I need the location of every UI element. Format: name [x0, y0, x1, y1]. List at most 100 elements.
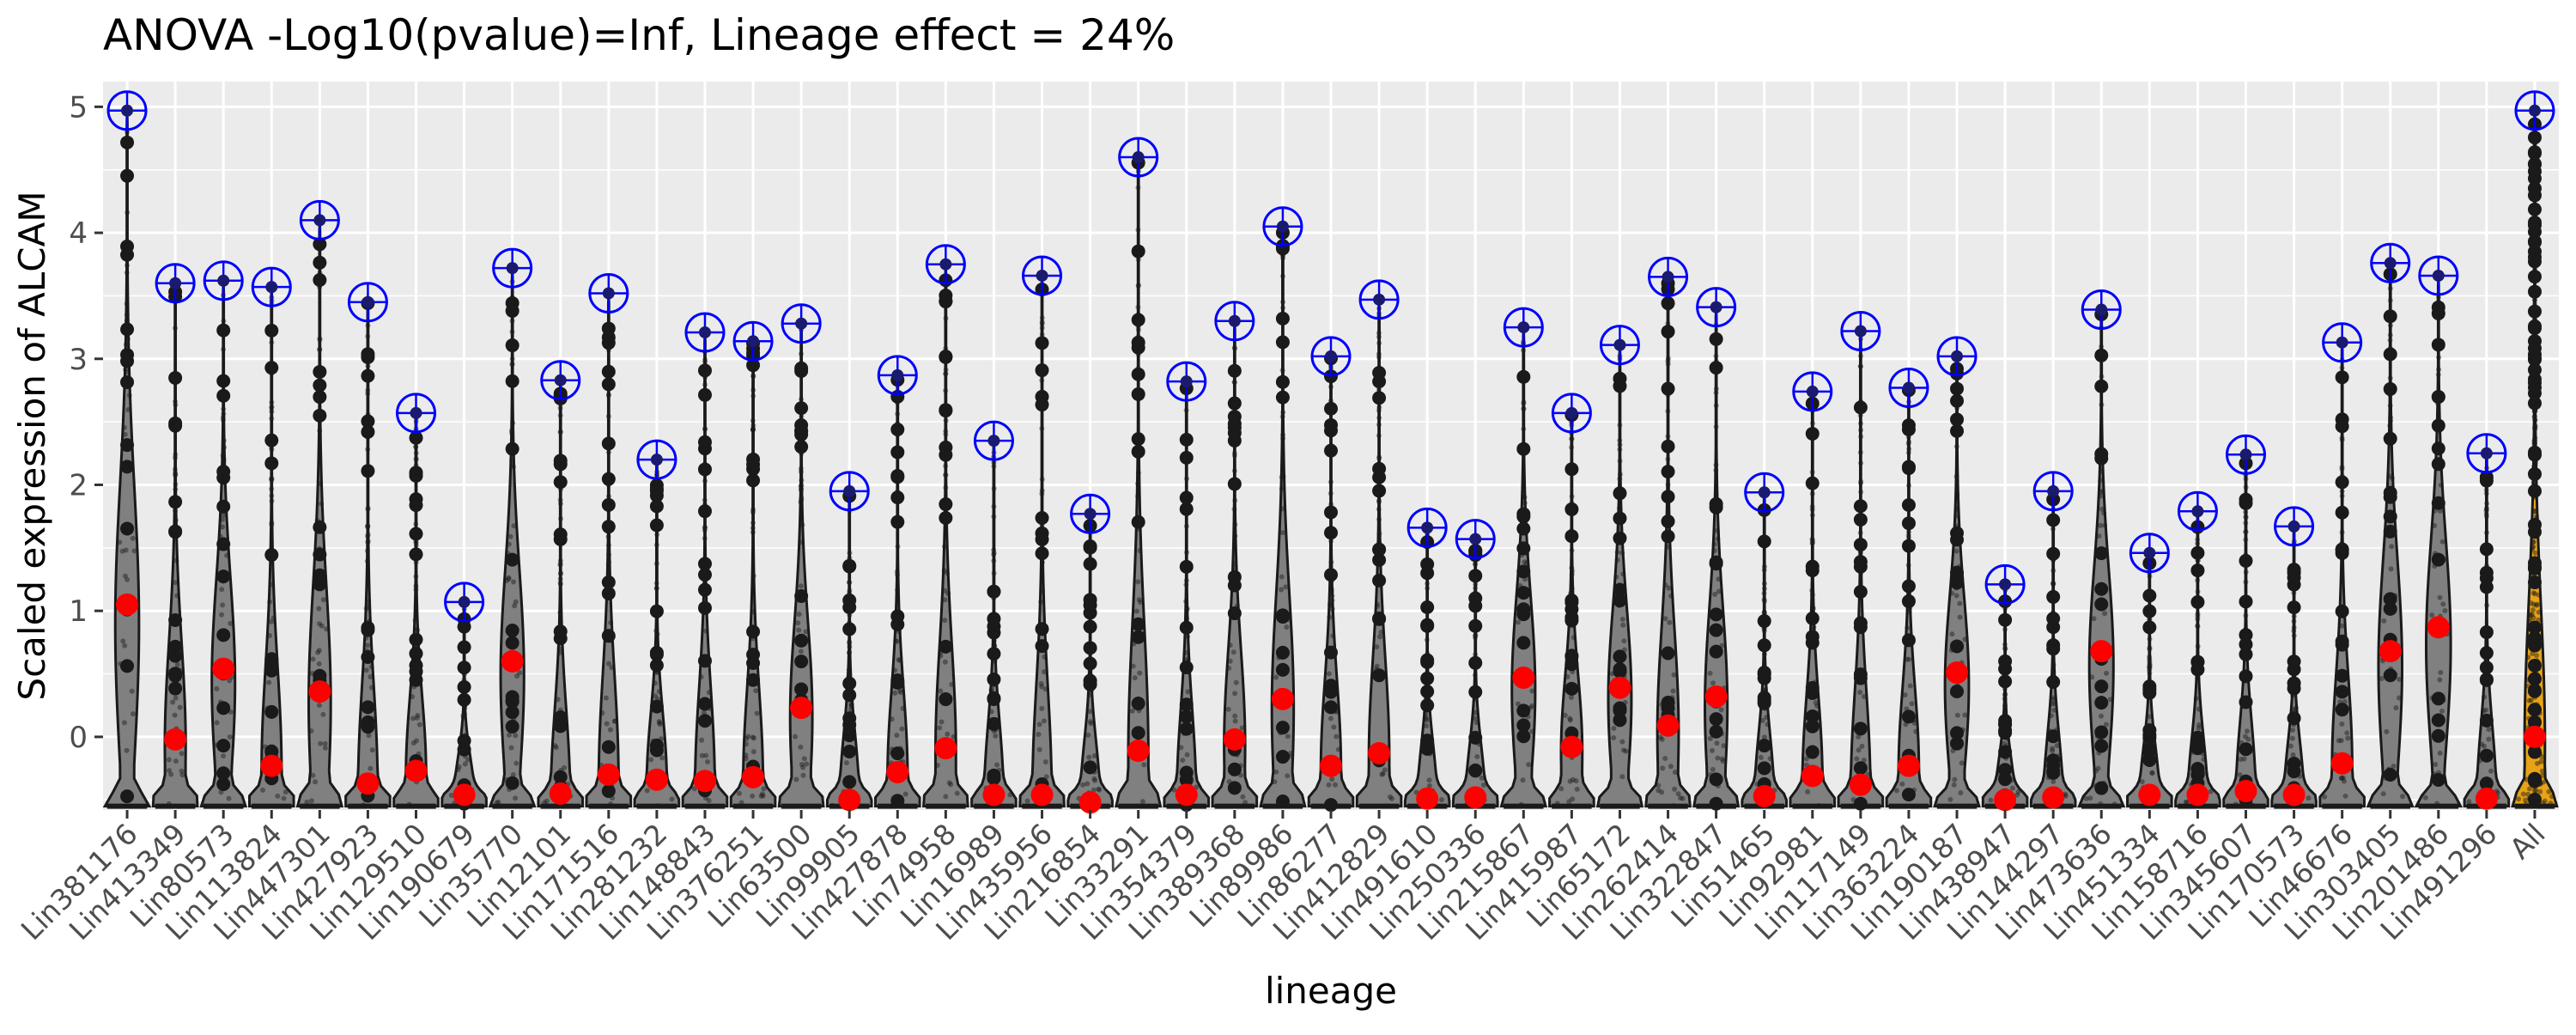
- data-point: [269, 478, 275, 484]
- data-point: [413, 457, 419, 463]
- data-point: [462, 711, 468, 717]
- data-point: [1473, 585, 1479, 591]
- data-point: [2483, 530, 2489, 536]
- data-point: [414, 715, 420, 721]
- data-point: [1131, 244, 1145, 259]
- data-point: [507, 533, 513, 539]
- data-point: [460, 715, 466, 721]
- data-point: [697, 504, 712, 519]
- data-point: [750, 793, 756, 799]
- data-point: [2431, 772, 2445, 787]
- data-point: [1566, 799, 1572, 805]
- data-point: [1713, 353, 1719, 359]
- data-point: [1853, 616, 1868, 630]
- data-point: [2335, 505, 2349, 520]
- data-point: [1179, 620, 1194, 635]
- data-point: [1372, 668, 1387, 683]
- data-point: [1665, 361, 1671, 367]
- data-point: [1227, 410, 1242, 424]
- data-point: [179, 751, 185, 757]
- data-point: [848, 701, 854, 707]
- data-point: [892, 690, 898, 696]
- mean-marker: [1320, 754, 1342, 777]
- data-point: [1131, 432, 1145, 447]
- data-point: [2527, 352, 2542, 367]
- data-point: [890, 423, 905, 437]
- data-point: [1805, 685, 1820, 700]
- data-point: [1130, 663, 1136, 669]
- data-point: [2046, 513, 2061, 527]
- data-point: [2479, 646, 2494, 661]
- data-point: [2533, 602, 2539, 608]
- data-point: [2442, 608, 2448, 614]
- data-point: [120, 521, 135, 536]
- data-point: [416, 721, 422, 728]
- data-point: [2002, 692, 2008, 698]
- data-point: [1661, 514, 1675, 528]
- max-marker: [106, 90, 148, 131]
- max-marker: [1310, 336, 1352, 377]
- data-point: [216, 569, 231, 584]
- data-point: [553, 710, 568, 725]
- data-point: [2046, 612, 2061, 626]
- data-point: [557, 571, 563, 577]
- data-point: [1899, 781, 1905, 787]
- data-point: [1709, 500, 1723, 514]
- data-point: [124, 312, 130, 318]
- data-point: [1479, 775, 1485, 781]
- data-point: [2046, 589, 2061, 604]
- data-point: [1656, 788, 1662, 794]
- data-point: [603, 695, 609, 701]
- data-point: [649, 645, 664, 660]
- y-tick-label: 0: [69, 721, 88, 755]
- data-point: [316, 648, 322, 654]
- data-point: [1473, 651, 1479, 657]
- data-point: [2147, 636, 2153, 642]
- data-point: [1853, 499, 1868, 514]
- data-point: [2243, 484, 2249, 490]
- data-point: [1185, 689, 1191, 695]
- max-marker: [1358, 279, 1400, 320]
- mean-marker: [1994, 788, 2017, 812]
- data-point: [750, 507, 756, 513]
- data-point: [413, 542, 419, 548]
- data-point: [799, 497, 805, 503]
- data-point: [1665, 433, 1671, 439]
- data-point: [848, 702, 854, 708]
- data-point: [653, 542, 659, 548]
- data-point: [1901, 709, 1916, 724]
- data-point: [798, 350, 804, 356]
- data-point: [939, 349, 953, 363]
- data-point: [1039, 314, 1045, 320]
- data-point: [313, 547, 327, 562]
- data-point: [1473, 632, 1479, 638]
- max-marker: [781, 303, 822, 344]
- data-point: [562, 764, 568, 770]
- data-point: [1569, 586, 1575, 592]
- data-point: [1231, 453, 1237, 459]
- data-point: [1420, 600, 1435, 615]
- max-marker: [444, 581, 485, 623]
- data-point: [1571, 635, 1577, 641]
- data-point: [1042, 669, 1048, 675]
- data-point: [269, 476, 275, 482]
- data-point: [2436, 367, 2442, 373]
- data-point: [2147, 662, 2153, 668]
- data-point: [599, 710, 605, 716]
- data-point: [269, 618, 275, 624]
- data-point: [2527, 672, 2542, 686]
- mean-marker: [1704, 685, 1728, 708]
- data-point: [1324, 505, 1338, 520]
- mean-marker: [1271, 687, 1294, 710]
- data-point: [801, 756, 807, 762]
- data-point: [1810, 605, 1816, 611]
- data-point: [1616, 505, 1622, 511]
- data-point: [409, 430, 423, 445]
- data-point: [1328, 559, 1334, 565]
- data-point: [1137, 670, 1143, 676]
- data-point: [1424, 636, 1430, 642]
- data-point: [1905, 625, 1911, 631]
- data-point: [1332, 782, 1338, 788]
- data-point: [2482, 743, 2488, 749]
